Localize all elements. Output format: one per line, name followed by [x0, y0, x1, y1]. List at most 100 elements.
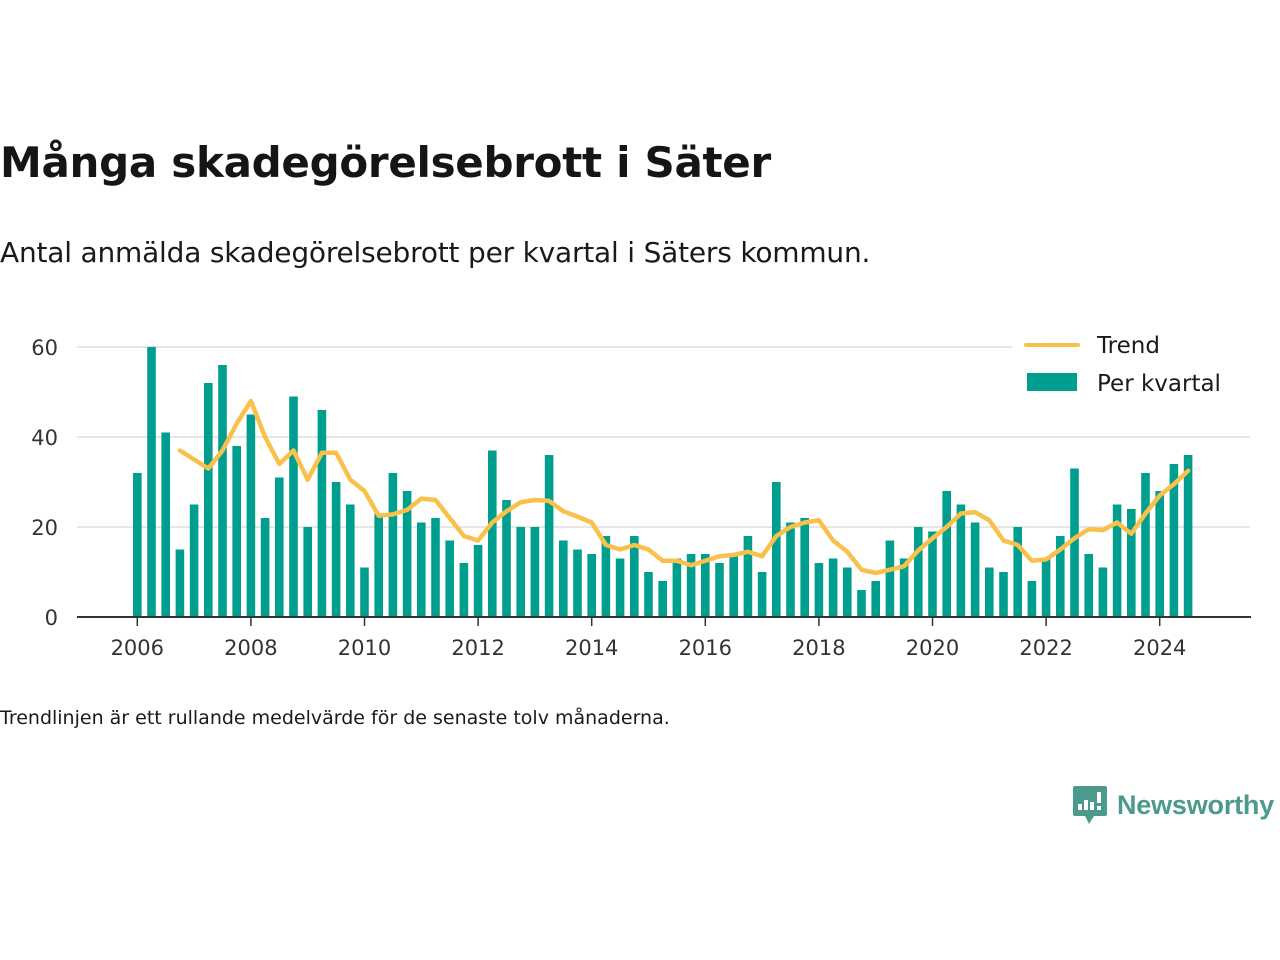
bar — [729, 554, 738, 617]
bar — [161, 432, 170, 617]
bar — [459, 563, 469, 617]
bar — [488, 450, 497, 617]
bar — [346, 504, 355, 617]
brand-name: Newsworthy — [1117, 789, 1275, 820]
bar — [275, 477, 284, 617]
bar — [772, 482, 781, 617]
legend-trend-label: Trend — [1096, 333, 1160, 359]
bar — [715, 563, 724, 617]
chart: 0 20 40 60 2006 2008 2010 2012 2014 2016 2018 2020 2… — [31, 326, 1252, 660]
bar — [1169, 464, 1179, 617]
x-tick-label: 2010 — [338, 636, 391, 660]
bar — [133, 473, 142, 617]
legend-background — [1012, 326, 1252, 406]
bar — [899, 558, 909, 617]
x-tick-label: 2022 — [1019, 636, 1072, 660]
legend: Trend Per kvartal — [1012, 326, 1252, 406]
y-tick-label: 60 — [31, 336, 58, 360]
bar — [544, 455, 554, 617]
bar — [1041, 558, 1051, 617]
bar — [204, 383, 213, 617]
bar — [175, 549, 185, 617]
bar — [1112, 504, 1122, 617]
bar — [658, 581, 667, 617]
bar — [985, 567, 994, 617]
x-tick-label: 2018 — [792, 636, 845, 660]
chart-title: Många skadegörelsebrott i Säter — [0, 138, 771, 187]
bar — [871, 581, 880, 617]
bar — [445, 540, 454, 617]
bar — [857, 590, 866, 617]
bar — [828, 558, 838, 617]
bar — [587, 554, 596, 617]
bar — [530, 527, 540, 617]
bar — [999, 572, 1008, 617]
bar — [701, 554, 710, 617]
footnote: Trendlinjen är ett rullande medelvärde f… — [0, 707, 670, 729]
bar-series — [133, 347, 1193, 617]
bar — [317, 410, 327, 617]
bar — [402, 491, 412, 617]
bar — [303, 527, 312, 617]
bar — [1084, 554, 1093, 617]
x-tick-label: 2014 — [565, 636, 618, 660]
bar — [502, 500, 511, 617]
legend-bar-label: Per kvartal — [1097, 371, 1221, 397]
bar — [914, 527, 923, 617]
bar — [1141, 473, 1150, 617]
bar — [189, 504, 199, 617]
bar — [630, 536, 639, 617]
bar — [473, 545, 483, 617]
y-tick-label: 40 — [31, 426, 58, 450]
x-tick-label: 2024 — [1133, 636, 1186, 660]
x-tick-label: 2020 — [906, 636, 959, 660]
bar — [1027, 581, 1037, 617]
x-tick-label: 2016 — [679, 636, 732, 660]
bar — [573, 549, 582, 617]
x-tick-label: 2008 — [224, 636, 277, 660]
newsworthy-logo-icon — [1073, 786, 1107, 824]
bar — [970, 522, 980, 617]
bar — [360, 567, 369, 617]
bar — [800, 518, 809, 617]
bar — [942, 491, 951, 617]
bar — [260, 518, 270, 617]
y-tick-label: 0 — [45, 606, 58, 630]
bar — [885, 540, 895, 617]
bar — [246, 414, 256, 617]
bar — [757, 572, 767, 617]
bar — [1056, 536, 1065, 617]
legend-bar-swatch — [1027, 373, 1077, 391]
bar — [331, 482, 341, 617]
bar — [1183, 455, 1193, 617]
bar — [686, 554, 696, 617]
bar — [672, 558, 682, 617]
bar — [1127, 509, 1136, 617]
bar — [516, 527, 525, 617]
bar — [786, 522, 795, 617]
bar — [956, 504, 966, 617]
bar — [1013, 527, 1022, 617]
bar — [417, 522, 426, 617]
chart-subtitle: Antal anmälda skadegörelsebrott per kvar… — [0, 236, 871, 269]
bar — [289, 396, 298, 617]
brand-logo[interactable]: Newsworthy — [1072, 784, 1274, 826]
bar — [928, 531, 937, 617]
bar — [559, 540, 568, 617]
trend-series — [177, 398, 1191, 576]
y-tick-label: 20 — [31, 516, 58, 540]
bar — [615, 558, 625, 617]
bar — [431, 518, 440, 617]
bar — [232, 446, 241, 617]
bar — [1155, 491, 1164, 617]
bar — [1070, 468, 1079, 617]
bar — [644, 572, 653, 617]
bar — [743, 536, 753, 617]
bar — [1098, 567, 1108, 617]
bar — [388, 473, 398, 617]
axes: 0 20 40 60 2006 2008 2010 2012 2014 2016 2018 2020 2… — [31, 336, 1251, 660]
trend-line — [177, 398, 1191, 576]
bar — [814, 563, 824, 617]
x-tick-label: 2006 — [111, 636, 164, 660]
bar — [218, 365, 227, 617]
